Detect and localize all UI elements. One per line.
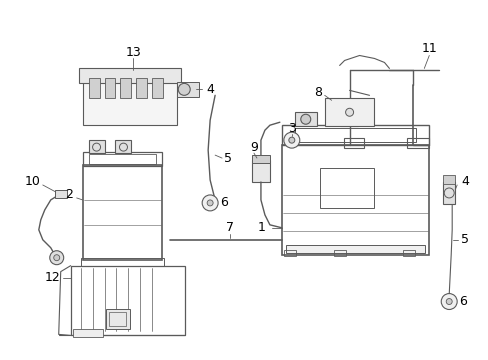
Text: 4: 4 (206, 83, 214, 96)
Bar (104, 78, 115, 98)
Circle shape (178, 84, 190, 95)
Circle shape (345, 108, 353, 116)
Bar (442, 182, 454, 204)
Bar (283, 250, 295, 256)
Circle shape (300, 114, 310, 124)
Bar (105, 310, 130, 329)
Text: 11: 11 (421, 42, 436, 55)
Bar (333, 250, 345, 256)
Text: 4: 4 (460, 175, 468, 189)
Bar (281, 145, 428, 255)
Bar (120, 78, 131, 98)
Bar (403, 250, 414, 256)
Bar (281, 125, 428, 145)
Bar (294, 112, 316, 126)
Bar (88, 154, 156, 164)
Text: 5: 5 (460, 233, 468, 246)
Bar (115, 140, 131, 153)
Bar (71, 266, 185, 336)
Circle shape (343, 114, 353, 124)
Bar (285, 245, 425, 253)
Bar (55, 190, 66, 198)
Bar (324, 98, 374, 126)
Bar (442, 175, 454, 184)
Circle shape (54, 255, 60, 261)
Bar (343, 138, 363, 148)
Bar (407, 138, 428, 148)
Bar (81, 258, 164, 266)
Text: 2: 2 (64, 188, 73, 202)
Bar (251, 155, 269, 163)
Text: 6: 6 (458, 295, 466, 308)
Bar (82, 152, 162, 166)
Text: 7: 7 (225, 221, 234, 234)
Bar (251, 160, 269, 182)
Text: 5: 5 (224, 152, 232, 165)
Circle shape (288, 137, 294, 143)
Bar (319, 168, 374, 208)
Text: 10: 10 (25, 175, 41, 189)
Bar (82, 165, 162, 260)
Circle shape (50, 251, 63, 265)
Bar (108, 312, 126, 327)
Circle shape (207, 200, 213, 206)
Circle shape (440, 293, 456, 310)
Text: 9: 9 (249, 141, 257, 154)
Bar (88, 140, 104, 153)
Circle shape (446, 298, 451, 305)
Circle shape (283, 132, 299, 148)
Bar (73, 329, 102, 337)
Bar (88, 78, 100, 98)
Text: 3: 3 (287, 122, 295, 135)
Bar (79, 68, 181, 84)
Text: 6: 6 (220, 197, 227, 210)
Bar (294, 128, 415, 142)
Bar (152, 78, 163, 98)
Circle shape (202, 195, 218, 211)
Text: 13: 13 (125, 46, 141, 59)
Text: 12: 12 (45, 271, 61, 284)
Bar (136, 78, 147, 98)
Text: 8: 8 (313, 86, 321, 99)
Text: 1: 1 (258, 221, 265, 234)
Bar (82, 75, 177, 125)
Bar (177, 82, 199, 97)
Bar (339, 112, 357, 126)
